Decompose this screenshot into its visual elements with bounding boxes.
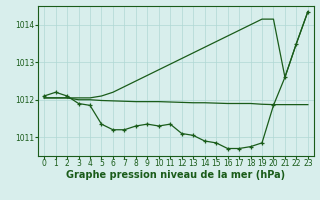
X-axis label: Graphe pression niveau de la mer (hPa): Graphe pression niveau de la mer (hPa) — [67, 170, 285, 180]
